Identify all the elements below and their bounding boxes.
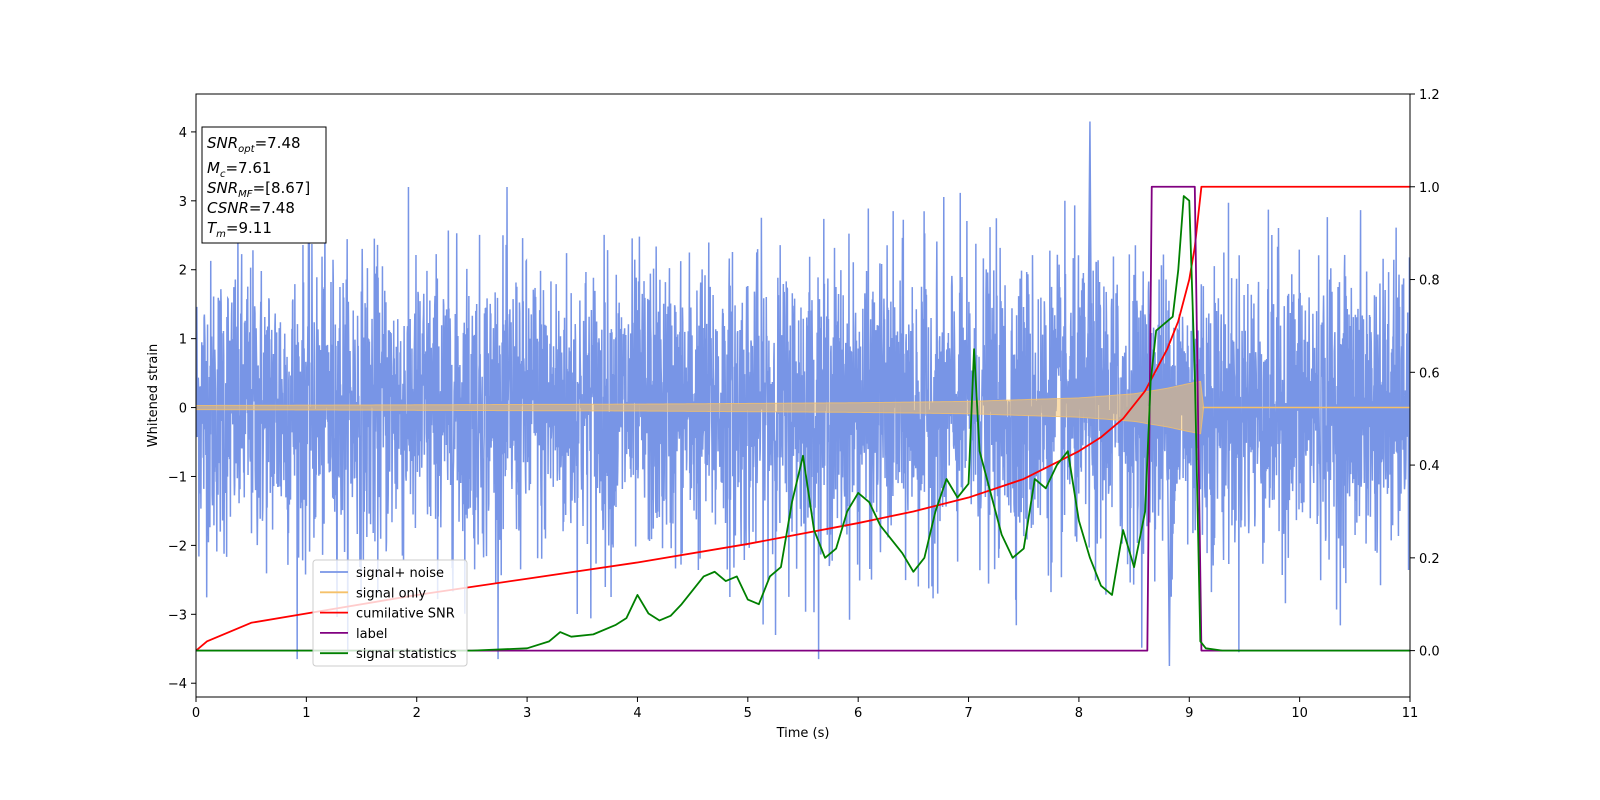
info-symbol: SNR bbox=[207, 179, 238, 197]
x-tick-label: 0 bbox=[192, 706, 200, 721]
x-tick-label: 10 bbox=[1291, 706, 1308, 721]
plot-frame bbox=[195, 93, 1411, 698]
x-tick-label: 7 bbox=[964, 706, 972, 721]
y-tick-label: −1 bbox=[168, 470, 187, 485]
y-tick-label: −3 bbox=[168, 608, 187, 623]
info-symbol: CSNR bbox=[207, 199, 249, 217]
x-tick-label: 2 bbox=[413, 706, 421, 721]
legend-label: signal only bbox=[356, 586, 426, 601]
x-tick-label: 11 bbox=[1402, 706, 1419, 721]
y2-tick-label: 0.2 bbox=[1419, 552, 1440, 567]
x-tick-label: 8 bbox=[1075, 706, 1083, 721]
info-symbol: SNR bbox=[207, 134, 238, 152]
y2-tick-label: 0.6 bbox=[1419, 366, 1440, 381]
legend-label: label bbox=[356, 627, 387, 642]
y2-tick-label: 0.4 bbox=[1419, 459, 1440, 474]
signal-noise-peak bbox=[1087, 121, 1093, 443]
legend-label: cumilative SNR bbox=[356, 607, 455, 622]
y-tick-label: 3 bbox=[179, 195, 187, 210]
legend: signal+ noise signal only cumilative SNR la… bbox=[312, 559, 468, 667]
y2-tick-label: 1.0 bbox=[1419, 181, 1440, 196]
info-symbol: M bbox=[207, 159, 220, 177]
info-subscript: MF bbox=[238, 189, 253, 200]
y2-tick-label: 0.8 bbox=[1419, 274, 1440, 289]
x-axis-label: Time (s) bbox=[776, 726, 830, 741]
x-tick-label: 1 bbox=[302, 706, 310, 721]
info-symbol: T bbox=[207, 219, 218, 237]
info-value: =7.48 bbox=[255, 134, 301, 152]
x-tick-label: 5 bbox=[744, 706, 752, 721]
y2-tick-label: 0.0 bbox=[1419, 645, 1440, 660]
info-value: =7.48 bbox=[249, 199, 295, 217]
y-tick-label: 4 bbox=[179, 126, 187, 141]
x-tick-label: 3 bbox=[523, 706, 531, 721]
info-subscript: m bbox=[216, 229, 226, 240]
info-subscript: opt bbox=[238, 144, 255, 155]
legend-frame bbox=[312, 559, 468, 667]
x-tick-label: 9 bbox=[1185, 706, 1193, 721]
legend-label: signal statistics bbox=[356, 647, 457, 662]
info-line: SNRMF=[8.67] bbox=[207, 179, 310, 200]
y-tick-label: 1 bbox=[179, 333, 187, 348]
info-value: =7.61 bbox=[225, 159, 271, 177]
y-tick-label: 2 bbox=[179, 264, 187, 279]
y-tick-label: −2 bbox=[168, 539, 187, 554]
info-value: =[8.67] bbox=[253, 179, 311, 197]
info-box: SNRopt=7.48Mc=7.61SNRMF=[8.67]CSNR=7.48T… bbox=[201, 126, 327, 244]
axis-ticks: 0 1 2 3 4 5 6 7 8 9 10 11 −4 −3 −2 −1 0 1 2 3 4 0.0 0.2 0.4 0.6 0… bbox=[168, 88, 1440, 721]
info-line: Tm=9.11 bbox=[207, 219, 272, 240]
signal-statistics-series bbox=[196, 195, 1410, 652]
x-tick-label: 6 bbox=[854, 706, 862, 721]
y-axis-label: Whitened strain bbox=[146, 344, 161, 447]
info-line: CSNR=7.48 bbox=[207, 199, 295, 217]
y-tick-label: −4 bbox=[168, 677, 187, 692]
y-tick-label: 0 bbox=[179, 402, 187, 417]
signal-noise-series bbox=[196, 187, 1410, 660]
info-box-frame bbox=[201, 126, 327, 244]
info-line: SNRopt=7.48 bbox=[207, 134, 301, 155]
info-value: =9.11 bbox=[226, 219, 272, 237]
info-line: Mc=7.61 bbox=[207, 159, 271, 180]
legend-label: signal+ noise bbox=[356, 566, 444, 581]
info-subscript: c bbox=[220, 169, 226, 180]
y2-tick-label: 1.2 bbox=[1419, 88, 1440, 103]
x-tick-label: 4 bbox=[633, 706, 641, 721]
